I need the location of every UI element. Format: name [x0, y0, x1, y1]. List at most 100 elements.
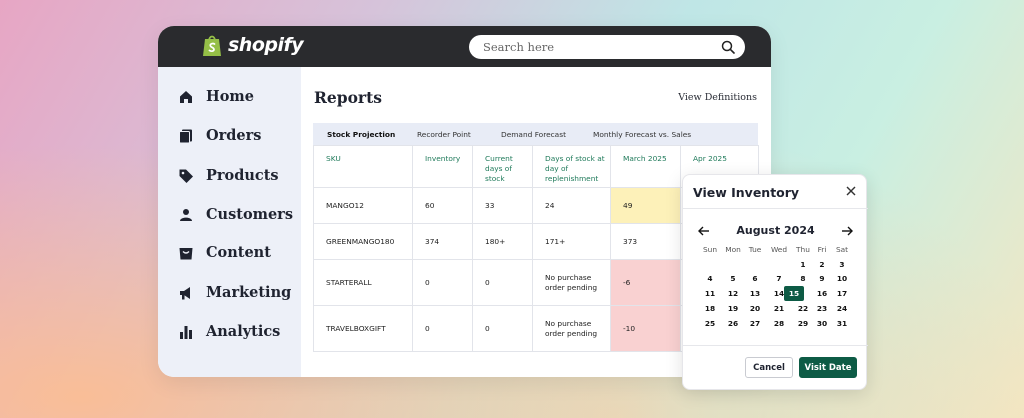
search-icon[interactable] [721, 40, 735, 54]
inventory-cell: 374 [412, 223, 473, 260]
sku-cell: STARTERALL [313, 259, 413, 306]
calendar-day[interactable]: 8 [800, 274, 806, 283]
calendar-day[interactable]: 18 [704, 304, 716, 313]
calendar-day[interactable]: 19 [727, 304, 739, 313]
month-label: August 2024 [736, 224, 815, 237]
tag-icon [179, 169, 193, 183]
weekday-label: Tue [748, 245, 762, 254]
weekday-label: Sun [702, 245, 718, 254]
bar-chart-icon [180, 325, 192, 339]
column-header-sku[interactable]: SKU [313, 145, 413, 188]
sidebar-item-analytics[interactable]: Analytics [178, 323, 280, 340]
calendar-day[interactable]: 12 [727, 289, 739, 298]
calendar-day[interactable]: 7 [776, 274, 782, 283]
weekday-label: Wed [770, 245, 788, 254]
top-bar: shopify [158, 26, 771, 67]
calendar-day[interactable]: 1 [800, 260, 806, 269]
march-cell: -10 [610, 305, 681, 352]
calendar-day[interactable]: 3 [839, 260, 845, 269]
calendar-day[interactable]: 10 [836, 274, 848, 283]
search-input[interactable] [483, 40, 721, 54]
calendar-day[interactable]: 11 [704, 289, 716, 298]
content-icon [179, 247, 193, 259]
previous-month-icon[interactable] [697, 224, 711, 238]
calendar-day[interactable]: 9 [819, 274, 825, 283]
calendar-day[interactable]: 21 [773, 304, 785, 313]
calendar-week: 18 19 20 21 22 23 24 [698, 303, 853, 315]
column-header-inventory[interactable]: Inventory [412, 145, 473, 188]
search-bar[interactable] [469, 35, 745, 59]
tab-demand-forecast[interactable]: Demand Forecast [501, 130, 566, 139]
calendar-day[interactable]: 30 [816, 319, 828, 328]
calendar-day[interactable]: 22 [797, 304, 809, 313]
next-month-icon[interactable] [840, 224, 854, 238]
view-definitions-link[interactable]: View Definitions [678, 92, 757, 103]
replenishment-days-cell: No purchase order pending [532, 305, 611, 352]
visit-date-button[interactable]: Visit Date [799, 357, 857, 378]
tab-monthly-forecast[interactable]: Monthly Forecast vs. Sales [593, 130, 692, 139]
sidebar-item-orders[interactable]: Orders [178, 127, 261, 144]
calendar-day[interactable]: 14 [773, 289, 785, 298]
weekday-header: Sun Mon Tue Wed Thu Fri Sat [698, 244, 853, 256]
replenishment-days-cell: 24 [532, 187, 611, 224]
sidebar-item-content[interactable]: Content [178, 244, 271, 261]
close-icon[interactable] [844, 184, 858, 198]
calendar-day[interactable]: 23 [816, 304, 828, 313]
sidebar-item-label: Home [206, 88, 254, 105]
sku-cell: GREENMANGO180 [313, 223, 413, 260]
column-header-days-at-replenishment[interactable]: Days of stock at day of replenishment [532, 145, 611, 188]
cancel-button[interactable]: Cancel [745, 357, 793, 378]
selected-calendar-day[interactable]: 15 [784, 286, 804, 301]
sidebar-item-products[interactable]: Products [178, 167, 279, 184]
sidebar-item-marketing[interactable]: Marketing [178, 284, 291, 301]
sidebar-item-label: Products [206, 167, 279, 184]
dialog-title: View Inventory [693, 185, 800, 200]
stock-table: SKU Inventory Current days of stock Days… [313, 145, 759, 352]
calendar-day[interactable]: 26 [727, 319, 739, 328]
shopify-logo[interactable]: shopify [202, 33, 304, 57]
calendar-day[interactable]: 27 [749, 319, 761, 328]
view-inventory-dialog: View Inventory August 2024 Sun Mon Tue W… [682, 174, 868, 390]
megaphone-icon [180, 286, 190, 299]
calendar-day[interactable]: 17 [836, 289, 848, 298]
march-cell: -6 [610, 259, 681, 306]
table-row[interactable]: TRAVELBOXGIFT 0 0 No purchase order pend… [313, 305, 759, 352]
calendar-day[interactable]: 20 [749, 304, 761, 313]
sidebar-item-home[interactable]: Home [178, 88, 254, 105]
calendar-week: 11 12 13 14 15 16 17 [698, 286, 853, 301]
weekday-label: Fri [817, 245, 827, 254]
divider [683, 208, 868, 209]
calendar-day[interactable]: 5 [730, 274, 736, 283]
inventory-cell: 0 [412, 305, 473, 352]
march-cell: 373 [610, 223, 681, 260]
brand-name: shopify [228, 34, 304, 56]
calendar-week: 25 26 27 28 29 30 31 [698, 318, 853, 330]
calendar-day[interactable]: 16 [816, 289, 828, 298]
march-cell: 49 [610, 187, 681, 224]
calendar-day[interactable]: 31 [836, 319, 848, 328]
column-header-current-days[interactable]: Current days of stock [472, 145, 533, 188]
calendar-week: 1 2 3 [698, 259, 853, 271]
calendar-day[interactable]: 4 [707, 274, 713, 283]
shopify-bag-icon [203, 35, 221, 56]
current-days-cell: 0 [472, 259, 533, 306]
calendar-day[interactable]: 2 [819, 260, 825, 269]
tab-recorder-point[interactable]: Recorder Point [417, 130, 471, 139]
column-header-march-2025[interactable]: March 2025 [610, 145, 681, 188]
calendar-day[interactable]: 24 [836, 304, 848, 313]
calendar-day[interactable]: 25 [704, 319, 716, 328]
sidebar-item-customers[interactable]: Customers [178, 206, 293, 223]
current-days-cell: 180+ [472, 223, 533, 260]
calendar-day[interactable]: 6 [752, 274, 758, 283]
calendar-day[interactable]: 28 [773, 319, 785, 328]
app-window: shopify Home Orders [158, 26, 771, 377]
calendar-day[interactable]: 13 [749, 289, 761, 298]
calendar-week: 4 5 6 7 8 9 10 [698, 273, 853, 285]
inventory-cell: 0 [412, 259, 473, 306]
home-icon [180, 90, 192, 103]
tab-stock-projection[interactable]: Stock Projection [327, 130, 396, 139]
calendar-day[interactable]: 29 [797, 319, 809, 328]
sidebar-item-label: Customers [206, 206, 293, 223]
current-days-cell: 0 [472, 305, 533, 352]
report-tabs: Stock Projection Recorder Point Demand F… [313, 123, 758, 145]
